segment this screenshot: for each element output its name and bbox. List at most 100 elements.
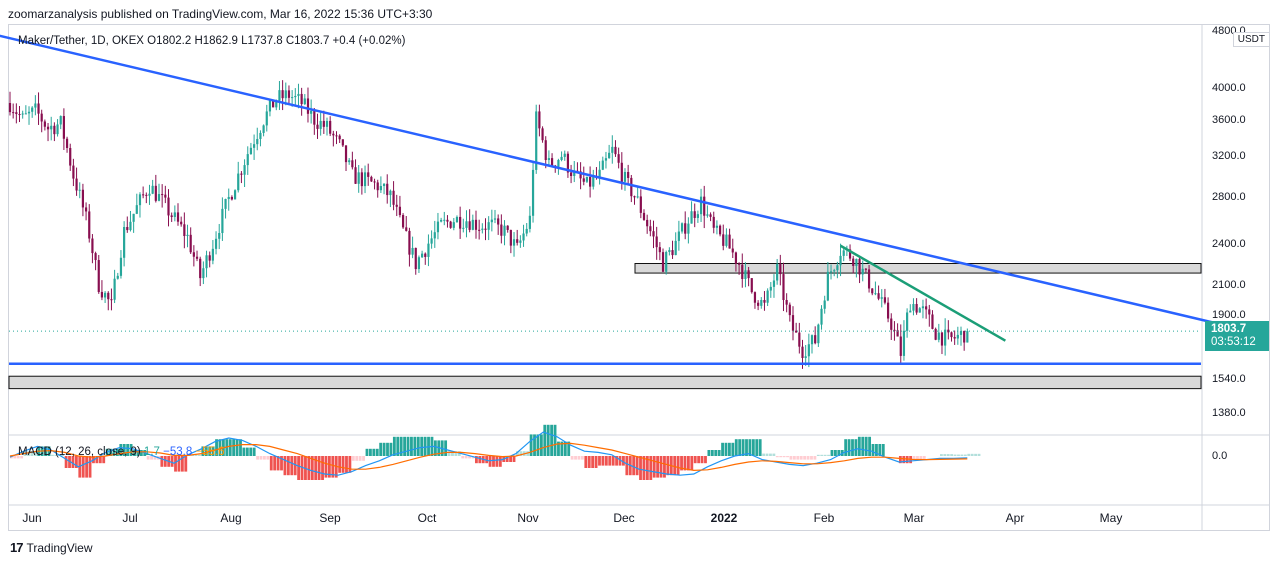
macd-hist-bar xyxy=(198,454,201,456)
candle-body xyxy=(522,233,525,241)
macd-hist-bar xyxy=(242,447,246,456)
macd-legend[interactable]: MACD (12, 26, close, 9) 1.7 −53.8 −55.6 xyxy=(18,446,225,458)
macd-hist-bar xyxy=(871,444,875,456)
x-tick-label: Feb xyxy=(814,511,835,525)
macd-hist-bar xyxy=(280,456,283,471)
candle-body xyxy=(560,156,563,160)
macd-hist-bar xyxy=(33,451,37,456)
macd-line-value: −53.8 xyxy=(163,446,193,458)
candle-body xyxy=(322,120,325,127)
candle-body xyxy=(516,239,519,243)
currency-badge[interactable]: USDT xyxy=(1232,32,1270,47)
macd-hist-bar xyxy=(977,453,981,456)
macd-hist-bar xyxy=(351,456,355,461)
candle-body xyxy=(183,224,186,237)
y-tick-label: 2400.0 xyxy=(1212,238,1246,250)
macd-hist-bar xyxy=(898,456,902,464)
macd-hist-bar xyxy=(680,456,683,471)
macd-hist-bar xyxy=(837,450,841,456)
macd-hist-bar xyxy=(673,456,677,476)
macd-signal-line xyxy=(9,442,968,472)
macd-hist-bar xyxy=(115,448,119,456)
candle-body xyxy=(297,93,300,96)
candle-body xyxy=(877,293,880,299)
macd-hist-bar xyxy=(786,456,789,458)
candle-body xyxy=(246,154,249,166)
macd-hist-bar xyxy=(546,424,550,456)
macd-hist-bar xyxy=(577,456,581,460)
macd-hist-bar xyxy=(512,456,516,462)
candle-body xyxy=(97,260,100,292)
candle-body xyxy=(421,253,424,258)
candle-body xyxy=(940,332,944,346)
macd-hist-bar xyxy=(875,444,878,456)
candle-body xyxy=(880,297,883,299)
candle-body xyxy=(348,160,351,163)
macd-hist-bar xyxy=(755,439,759,456)
macd-hist-bar xyxy=(126,444,130,456)
candle-body xyxy=(747,270,750,279)
macd-hist-bar xyxy=(286,456,290,476)
candle-body xyxy=(259,132,262,139)
macd-hist-bar xyxy=(864,436,868,456)
macd-hist-bar xyxy=(314,456,318,480)
symbol-legend[interactable]: Maker/Tether, 1D, OKEX O1802.2 H1862.9 L… xyxy=(18,35,405,47)
macd-hist-bar xyxy=(474,456,478,464)
candle-body xyxy=(658,247,661,253)
macd-hist-bar xyxy=(587,456,591,468)
candle-body xyxy=(547,158,550,161)
macd-hist-bar xyxy=(225,439,229,456)
macd-hist-bar xyxy=(201,446,205,456)
candle-body xyxy=(785,300,788,305)
candle-body xyxy=(902,330,906,356)
candle-body xyxy=(779,263,782,275)
macd-hist-bar xyxy=(406,436,410,456)
tv-logo-icon: 17 xyxy=(10,540,24,555)
candle-body xyxy=(119,257,123,276)
macd-hist-bar xyxy=(857,436,861,456)
macd-hist-bar xyxy=(717,450,721,456)
candle-body xyxy=(858,258,861,275)
candle-body xyxy=(665,251,668,272)
candle-body xyxy=(617,154,620,163)
candle-body xyxy=(925,306,928,310)
candle-body xyxy=(37,103,40,114)
macd-hist-bar xyxy=(88,456,92,478)
candle-body xyxy=(344,145,348,163)
candle-body xyxy=(573,170,576,177)
macd-hist-bar xyxy=(854,439,858,456)
candle-body xyxy=(12,112,15,114)
candle-body xyxy=(655,236,658,248)
macd-hist-bar xyxy=(27,451,30,456)
macd-hist-bar xyxy=(881,444,885,456)
candle-body xyxy=(132,213,135,222)
macd-hist-bar xyxy=(112,448,116,456)
macd-hist-bar xyxy=(485,456,489,464)
candle-body xyxy=(852,258,855,266)
candle-body xyxy=(630,177,633,197)
candle-body xyxy=(918,308,921,313)
macd-hist-bar xyxy=(403,436,407,456)
candle-body xyxy=(360,172,363,187)
candle-body xyxy=(151,185,154,194)
candle-body xyxy=(294,95,297,98)
candle-body xyxy=(531,169,535,216)
macd-hist-bar xyxy=(396,436,400,456)
candle-body xyxy=(240,173,243,175)
tradingview-logo[interactable]: 17 TradingView xyxy=(10,540,93,555)
candle-body xyxy=(782,274,785,301)
macd-hist-bar xyxy=(461,456,465,459)
macd-hist-bar xyxy=(960,454,964,456)
candle-body xyxy=(367,172,370,177)
macd-hist-bar xyxy=(625,456,629,476)
y-tick-label: 3600.0 xyxy=(1212,114,1246,126)
x-tick-label: Mar xyxy=(904,511,925,525)
macd-hist-bar xyxy=(109,448,112,456)
macd-hist-bar xyxy=(444,440,448,456)
macd-hist-bar xyxy=(71,456,75,468)
macd-hist-bar xyxy=(495,456,499,467)
candle-body xyxy=(338,135,341,140)
candle-body xyxy=(966,331,969,343)
candle-body xyxy=(674,240,677,256)
